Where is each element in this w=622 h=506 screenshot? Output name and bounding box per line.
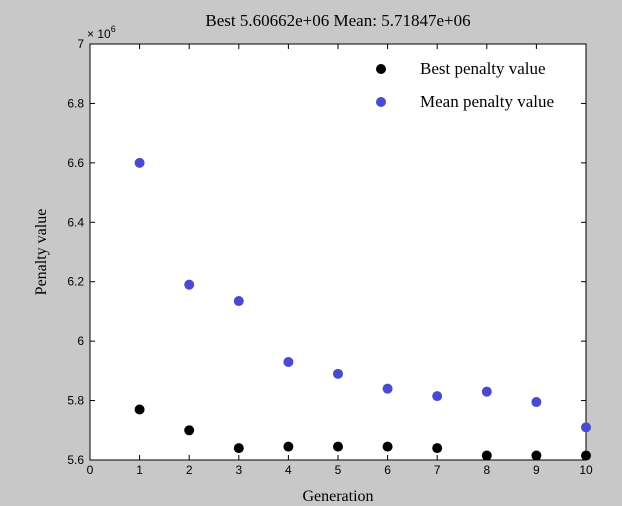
x-tick-label: 5 (335, 463, 342, 477)
y-tick-label: 6.2 (67, 275, 84, 289)
legend: Best penalty value Mean penalty value (376, 59, 554, 111)
mean-penalty-point (333, 368, 343, 379)
x-tick-label: 1 (136, 463, 143, 477)
mean-penalty-point (134, 157, 145, 168)
plot-area (89, 43, 587, 461)
legend-label: Best penalty value (420, 59, 546, 78)
y-tick-label: 6 (77, 334, 84, 348)
y-multiplier-base: × 10 (87, 27, 111, 41)
mean-penalty-point (184, 279, 195, 290)
x-tick-label: 0 (87, 463, 94, 477)
mean-penalty-point (382, 383, 393, 394)
mean-penalty-point (432, 391, 443, 402)
y-tick-label: 5.8 (67, 394, 84, 408)
y-tick-label: 5.6 (67, 453, 84, 467)
ticks-layer: 0 1 2 3 4 5 6 7 8 9 10 5.6 5.8 6 6.2 6.4 6.6 6.8 7 (67, 37, 593, 477)
best-penalty-point (382, 441, 393, 452)
legend-marker (376, 97, 386, 107)
best-penalty-point (333, 441, 343, 452)
best-penalty-point (233, 443, 244, 454)
x-axis-label: Generation (302, 488, 373, 505)
best-penalty-point (283, 441, 294, 452)
x-tick-label: 6 (384, 463, 391, 477)
mean-penalty-point (283, 356, 294, 367)
x-tick-label: 9 (533, 463, 540, 477)
y-multiplier-label: × 106 (87, 24, 116, 41)
x-tick-label: 7 (434, 463, 441, 477)
best-penalty-point (184, 425, 195, 436)
y-tick-label: 6.4 (67, 215, 84, 229)
y-axis-label: Penalty value (33, 209, 50, 296)
x-tick-label: 3 (235, 463, 242, 477)
y-tick-label: 7 (77, 37, 84, 51)
y-tick-label: 6.6 (67, 156, 84, 170)
legend-label: Mean penalty value (420, 92, 554, 111)
y-tick-label: 6.8 (67, 96, 84, 110)
mean-penalty-point (481, 386, 492, 397)
best-penalty-point (581, 450, 591, 461)
points-layer (134, 157, 591, 461)
chart-title: Best 5.60662e+06 Mean: 5.71847e+06 (205, 11, 470, 30)
best-penalty-point (531, 450, 542, 461)
x-tick-label: 8 (483, 463, 490, 477)
mean-penalty-point (233, 296, 244, 307)
best-penalty-point (134, 404, 145, 415)
x-tick-label: 2 (186, 463, 193, 477)
x-tick-label: 10 (579, 463, 593, 477)
mean-penalty-point (531, 397, 542, 408)
best-penalty-point (481, 450, 492, 461)
mean-penalty-point (581, 422, 591, 433)
best-penalty-point (432, 443, 443, 454)
legend-marker (376, 64, 386, 74)
x-tick-label: 4 (285, 463, 292, 477)
y-multiplier-exponent: 6 (111, 24, 116, 34)
